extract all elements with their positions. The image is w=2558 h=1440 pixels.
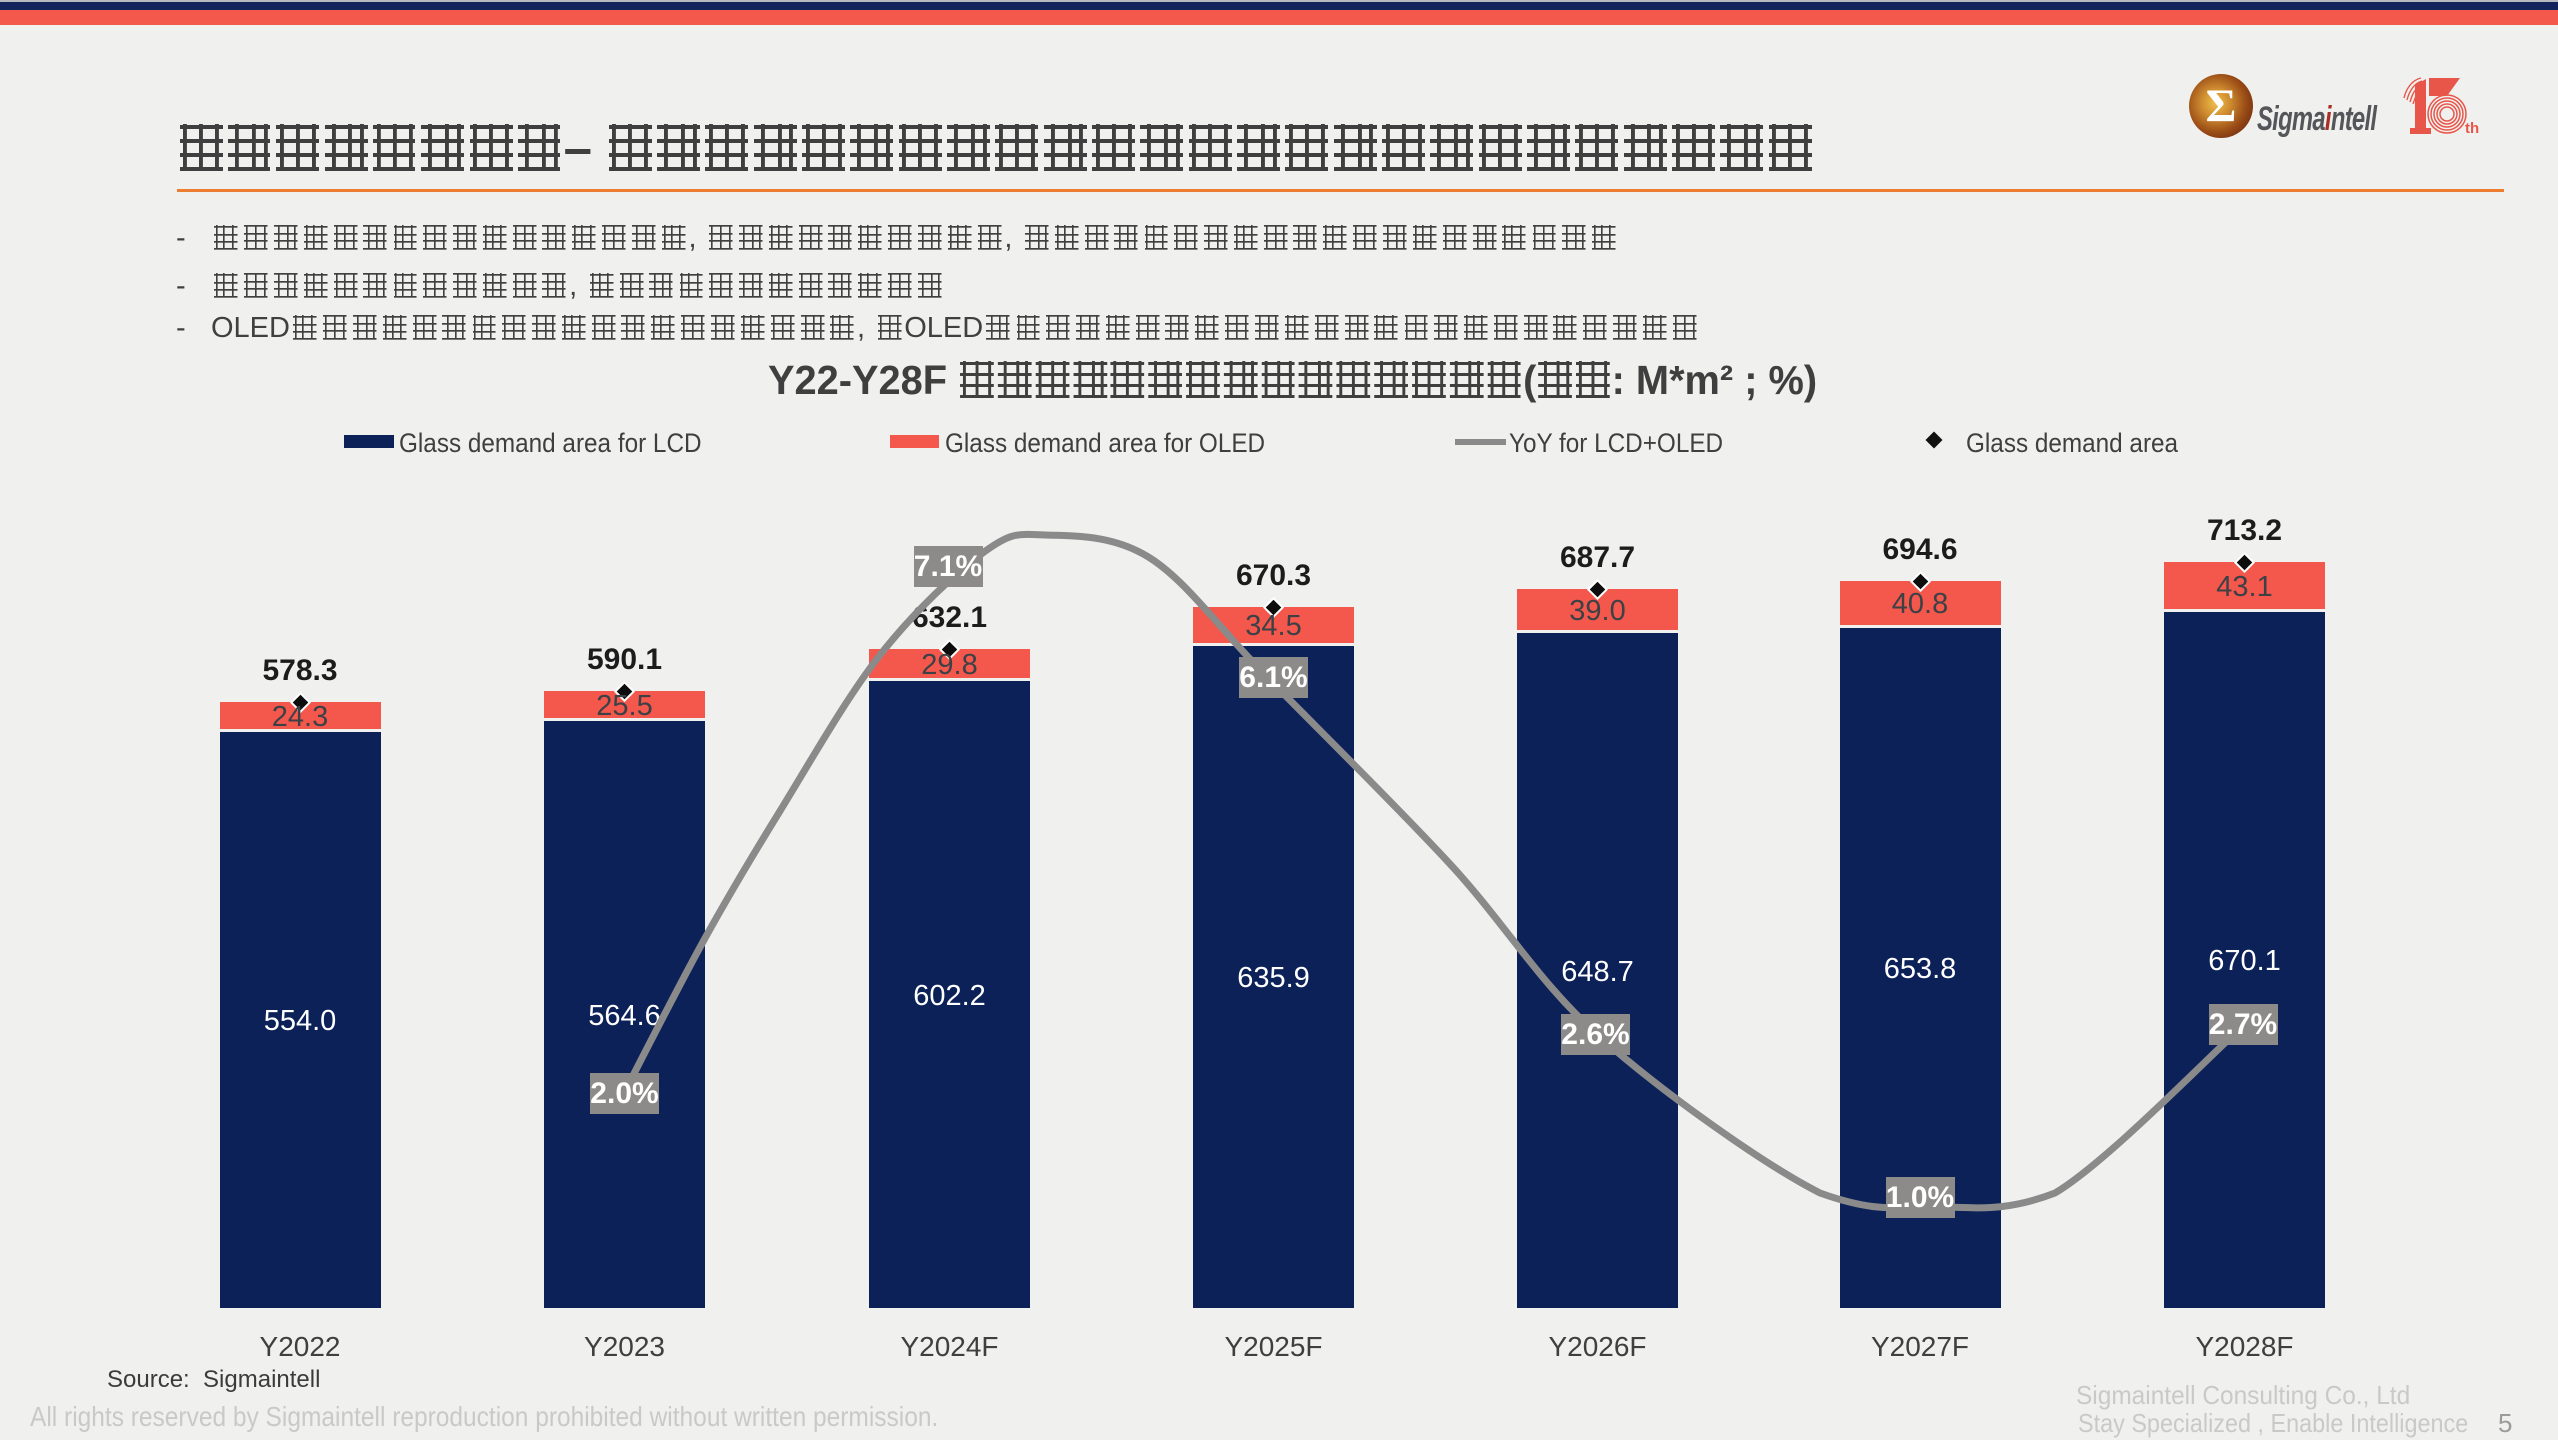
svg-text:th: th — [2465, 120, 2479, 137]
